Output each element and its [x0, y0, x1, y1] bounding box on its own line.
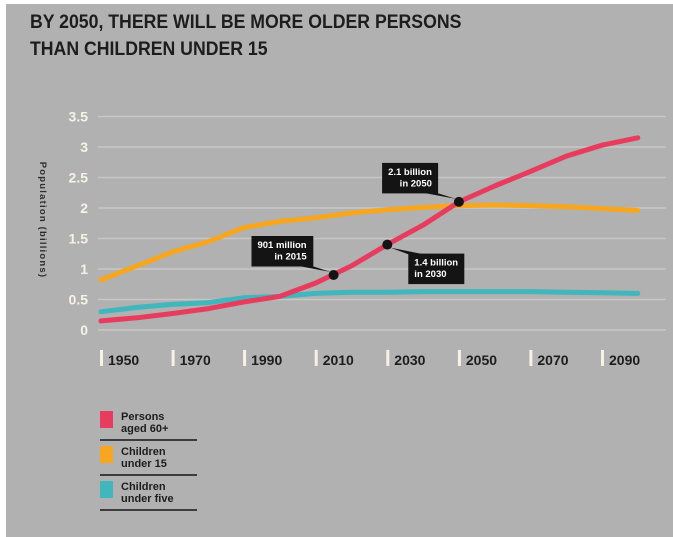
x-tick-label: 2030	[394, 352, 425, 368]
y-axis-title: Population (billions)	[37, 162, 48, 279]
x-tick-mark	[100, 350, 103, 366]
x-tick-label: 2010	[323, 352, 354, 368]
annotation-dot	[453, 196, 464, 207]
legend-item-children-under-15: Children under 15	[100, 445, 197, 476]
legend-label-persons-60plus: Persons aged 60+	[121, 410, 168, 435]
chart-title-line1: BY 2050, THERE WILL BE MORE OLDER PERSON…	[30, 12, 462, 33]
annotation-box	[251, 236, 314, 267]
x-tick-label: 1990	[251, 352, 282, 368]
x-tick-label: 2050	[466, 352, 497, 368]
y-tick-label: 3	[80, 139, 88, 155]
annotation-text: 2.1 billion	[388, 167, 432, 178]
annotation-dot	[328, 270, 339, 280]
legend-label-line: Children	[121, 481, 166, 493]
series-line-persons-aged-60-	[98, 135, 641, 324]
x-tick-mark	[386, 350, 390, 366]
x-tick-label: 2090	[609, 352, 640, 368]
annotation-pointer	[296, 265, 331, 272]
x-tick-label: 1970	[180, 352, 211, 368]
annotation-pointer	[421, 192, 456, 199]
legend-label-line: Persons	[121, 411, 165, 423]
annotation-pointer	[390, 247, 426, 255]
legend-label-children-under-five: Children under five	[121, 480, 174, 505]
y-tick-label: 1.5	[69, 231, 89, 247]
x-tick-mark	[457, 350, 461, 366]
legend-label-line: aged 60+	[121, 423, 169, 435]
annotation-text: 1.4 billion	[414, 258, 458, 269]
annotation-box	[382, 162, 439, 194]
x-tick-mark	[529, 350, 533, 366]
series-line-children-under-15	[98, 202, 641, 283]
legend-label-line: under 15	[121, 458, 167, 470]
y-tick-label: 0	[80, 322, 88, 338]
annotation-dot	[382, 239, 393, 250]
x-tick-mark	[314, 350, 318, 366]
legend-swatch-children-under-five	[100, 481, 113, 498]
legend-item-persons-60plus: Persons aged 60+	[100, 410, 197, 441]
y-tick-label: 1	[80, 261, 88, 277]
legend-swatch-persons-60plus	[100, 411, 113, 428]
x-tick-mark	[601, 350, 604, 366]
legend-item-children-under-five: Children under five	[100, 480, 197, 511]
annotation-text: in 2015	[274, 252, 307, 263]
y-tick-label: 2.5	[69, 170, 89, 186]
annotation-box	[408, 253, 465, 285]
annotation-text: 901 million	[257, 240, 306, 251]
x-tick-label: 1950	[108, 352, 139, 368]
x-tick-mark	[243, 350, 247, 366]
chart-title-line2: THAN CHILDREN UNDER 15	[30, 39, 268, 60]
chart-title: BY 2050, THERE WILL BE MORE OLDER PERSON…	[30, 9, 461, 63]
page-border-left	[0, 0, 6, 537]
chart-legend: Persons aged 60+ Children under 15 Child…	[100, 410, 197, 515]
x-tick-label: 2070	[537, 352, 568, 368]
series-line-children-under-five	[98, 289, 641, 315]
y-tick-label: 3.5	[69, 109, 89, 125]
page-border-top	[0, 0, 673, 4]
annotation-text: in 2050	[400, 178, 432, 189]
legend-label-line: under five	[121, 493, 174, 505]
legend-label-line: Children	[121, 446, 166, 458]
y-tick-label: 0.5	[69, 292, 89, 308]
legend-swatch-children-under-15	[100, 446, 113, 463]
x-tick-mark	[171, 350, 175, 366]
legend-label-children-under-15: Children under 15	[121, 445, 167, 470]
y-tick-label: 2	[80, 200, 88, 216]
annotation-text: in 2030	[414, 269, 446, 280]
